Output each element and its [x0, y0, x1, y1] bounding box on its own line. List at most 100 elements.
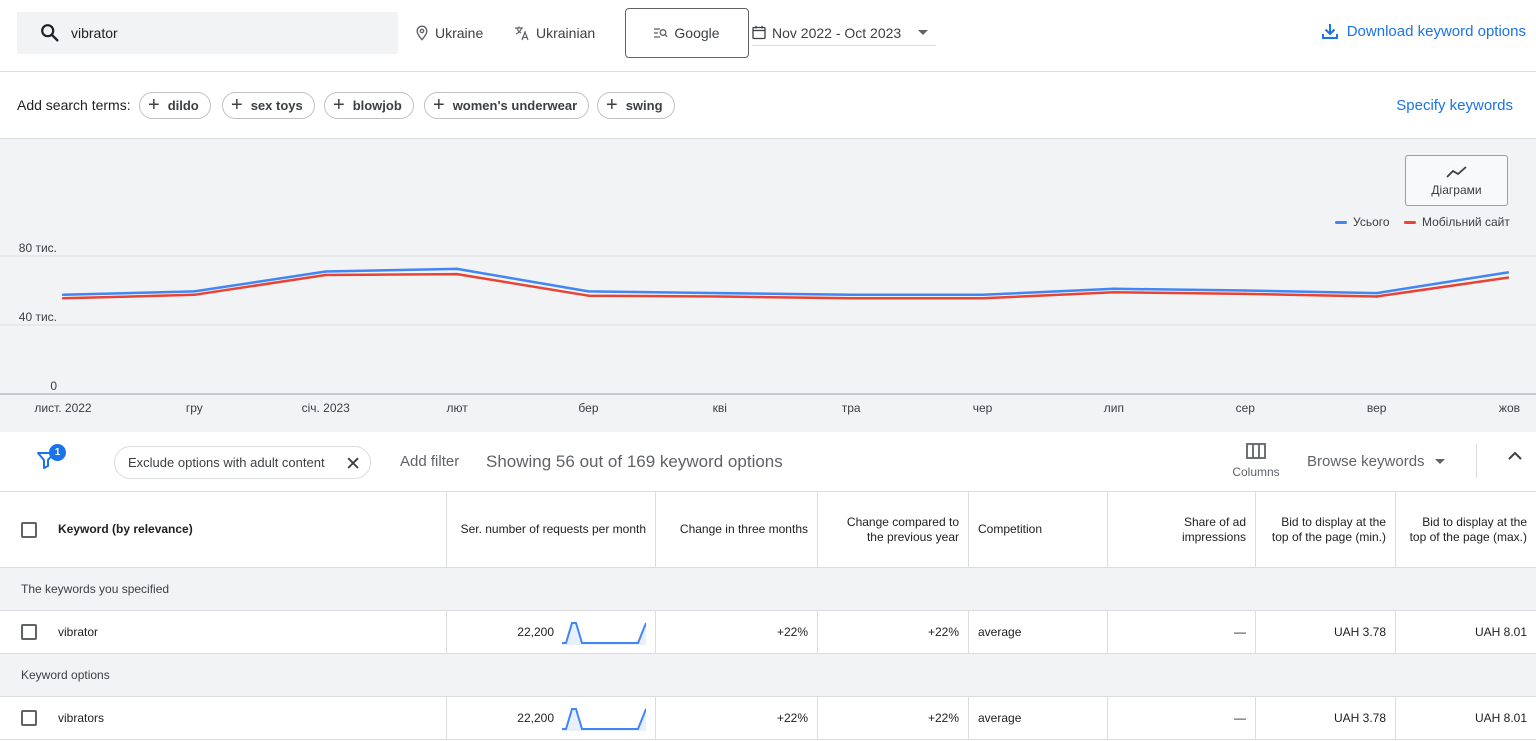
- select-all-checkbox[interactable]: [21, 521, 37, 538]
- download-keyword-options-button[interactable]: Download keyword options: [1321, 22, 1526, 40]
- chart-type-button[interactable]: Діаграми: [1405, 155, 1508, 206]
- keyword-search-box[interactable]: [17, 12, 398, 54]
- series-line: [62, 267, 1509, 297]
- data-point: [981, 297, 984, 300]
- search-icon: [41, 24, 59, 42]
- suggested-term-chip[interactable]: + sex toys: [222, 92, 315, 119]
- location-selector[interactable]: Ukraine: [415, 22, 483, 44]
- legend-item-total[interactable]: Усього: [1335, 215, 1390, 229]
- y-tick-label: 0: [50, 379, 57, 393]
- add-filter-button[interactable]: Add filter: [400, 453, 460, 470]
- data-point: [1506, 271, 1510, 274]
- data-point: [1244, 289, 1247, 292]
- data-point: [61, 297, 65, 300]
- competition-cell: average: [969, 611, 1108, 653]
- dropdown-caret-icon: [918, 30, 928, 35]
- search-network-button[interactable]: Google: [625, 8, 749, 58]
- browse-keywords-dropdown[interactable]: Browse keywords: [1307, 453, 1445, 470]
- bid-min-cell: UAH 3.78: [1256, 611, 1396, 653]
- data-point: [1375, 295, 1378, 298]
- header-yoy-change[interactable]: Change compared to the previous year: [818, 492, 969, 567]
- legend-label: Усього: [1353, 215, 1390, 229]
- data-point: [455, 272, 459, 276]
- search-volume-chart: 0 40 тис. 80 тис. лист. 2022 гру січ. 2023 лют…: [0, 241, 1536, 415]
- header-ad-share[interactable]: Share of ad impressions: [1108, 492, 1256, 567]
- date-range-selector[interactable]: Nov 2022 - Oct 2023: [752, 20, 936, 46]
- exclude-adult-content-chip[interactable]: Exclude options with adult content ✕: [114, 446, 371, 479]
- group-label: The keywords you specified: [21, 582, 170, 596]
- x-tick-label: бер: [578, 401, 598, 415]
- avg-searches-cell: 22,200: [447, 697, 656, 739]
- bid-min-value: UAH 3.78: [1333, 625, 1386, 639]
- three-month-value: +22%: [776, 625, 808, 639]
- row-checkbox[interactable]: [21, 624, 37, 640]
- x-tick-label: жов: [1499, 401, 1520, 415]
- language-label: Ukrainian: [536, 25, 596, 41]
- location-pin-icon: [416, 25, 428, 41]
- suggested-term-chip[interactable]: + women's underwear: [424, 92, 590, 119]
- header-label: Competition: [978, 522, 1043, 536]
- data-point: [455, 267, 459, 271]
- three-month-cell: +22%: [656, 611, 818, 653]
- header-label: Share of ad impressions: [1181, 514, 1246, 544]
- avg-searches-value: 22,200: [517, 711, 554, 725]
- three-month-value: +22%: [776, 711, 808, 725]
- x-tick-label: чер: [973, 401, 993, 415]
- bid-max-cell: UAH 8.01: [1396, 697, 1536, 739]
- header-three-month-change[interactable]: Change in three months: [656, 492, 818, 567]
- data-point: [61, 293, 65, 297]
- columns-button[interactable]: Columns: [1225, 443, 1287, 479]
- chip-label: women's underwear: [452, 98, 578, 113]
- suggested-term-chip[interactable]: + swing: [597, 92, 675, 119]
- table-row[interactable]: vibrators 22,200 +22% +22% average — UAH…: [0, 697, 1536, 740]
- y-tick-label: 40 тис.: [19, 310, 57, 324]
- data-point: [193, 293, 196, 297]
- calendar-icon: [752, 25, 766, 40]
- bid-max-value: UAH 8.01: [1474, 625, 1527, 639]
- x-tick-label: лют: [446, 401, 468, 415]
- suggested-term-chip[interactable]: + blowjob: [324, 92, 414, 119]
- suggested-term-chip[interactable]: + dildo: [139, 92, 211, 119]
- chevron-up-icon[interactable]: [1507, 450, 1523, 462]
- group-header-options: Keyword options: [0, 654, 1536, 697]
- header-keyword-cell[interactable]: Keyword (by relevance): [0, 492, 447, 567]
- competition-value: average: [978, 625, 1022, 639]
- row-checkbox[interactable]: [21, 710, 37, 726]
- header-bid-min[interactable]: Bid to display at the top of the page (m…: [1256, 492, 1396, 567]
- chart-button-label: Діаграми: [1431, 182, 1482, 197]
- plus-icon: +: [148, 93, 160, 116]
- browse-keywords-label: Browse keywords: [1307, 453, 1425, 470]
- ad-share-cell: —: [1108, 611, 1256, 653]
- bid-max-value: UAH 8.01: [1474, 711, 1527, 725]
- data-point: [718, 291, 722, 295]
- results-count-text: Showing 56 out of 169 keyword options: [486, 452, 783, 471]
- specify-keywords-link[interactable]: Specify keywords: [1396, 97, 1513, 114]
- keyword-cell: vibrator: [0, 611, 447, 653]
- chip-label: swing: [625, 98, 663, 113]
- header-label: Bid to display at the top of the page (m…: [1409, 514, 1527, 544]
- location-label: Ukraine: [435, 25, 484, 41]
- language-selector[interactable]: Ukrainian: [514, 22, 595, 44]
- header-avg-searches[interactable]: Ser. number of requests per month: [447, 492, 656, 567]
- search-input[interactable]: [71, 12, 391, 54]
- x-tick-label: вер: [1367, 401, 1387, 415]
- close-icon[interactable]: ✕: [345, 454, 361, 475]
- line-chart-icon: [1445, 165, 1467, 178]
- legend-item-mobile[interactable]: Мобільний сайт: [1404, 215, 1510, 229]
- divider: [1476, 444, 1477, 478]
- header-competition[interactable]: Competition: [969, 492, 1108, 567]
- y-tick-label: 80 тис.: [19, 241, 57, 255]
- trend-sparkline: [562, 708, 646, 731]
- header-bid-max[interactable]: Bid to display at the top of the page (m…: [1396, 492, 1536, 567]
- network-label: Google: [674, 25, 720, 41]
- plus-icon: +: [231, 93, 243, 116]
- columns-icon: [1246, 443, 1266, 459]
- add-search-terms-label: Add search terms:: [17, 97, 131, 113]
- table-row[interactable]: vibrator 22,200 +22% +22% average — UAH …: [0, 611, 1536, 654]
- data-point: [981, 293, 984, 297]
- ad-share-value: —: [1234, 711, 1246, 725]
- chip-label: dildo: [167, 98, 199, 113]
- add-search-terms-row: Add search terms: + dildo + sex toys + blow…: [0, 72, 1536, 139]
- three-month-cell: +22%: [656, 697, 818, 739]
- header-keyword: Keyword (by relevance): [58, 522, 193, 536]
